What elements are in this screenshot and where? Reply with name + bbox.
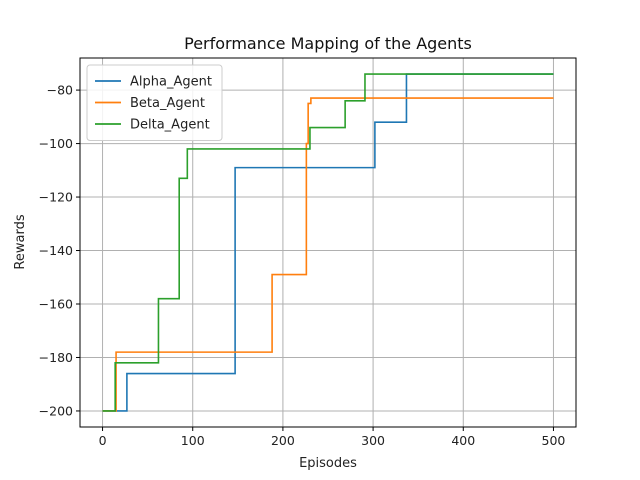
x-tick-label: 100 <box>181 433 205 448</box>
y-tick-label: −200 <box>39 403 73 418</box>
plot-frame <box>79 57 577 428</box>
y-axis-label: Rewards <box>13 214 28 269</box>
x-tick-label: 500 <box>542 433 566 448</box>
x-tick-label: 200 <box>271 433 295 448</box>
grid-lines <box>80 58 576 427</box>
legend: Alpha_Agent Beta_Agent Delta_Agent <box>86 64 223 141</box>
series-line-beta-agent <box>102 97 554 412</box>
series-line-delta-agent <box>102 73 554 412</box>
y-tick-label: −100 <box>39 136 73 151</box>
x-axis-label: Episodes <box>299 456 357 471</box>
y-tick-label: −120 <box>39 190 73 205</box>
series-lines <box>102 73 554 412</box>
legend-box <box>86 64 223 141</box>
legend-label: Delta_Agent <box>130 118 210 133</box>
y-tick-label: −140 <box>39 243 73 258</box>
x-tick-label: 400 <box>451 433 475 448</box>
y-tick-label: −180 <box>39 350 73 365</box>
x-tick-label: 0 <box>99 433 107 448</box>
axis-ticks: 0 100 200 300 400 500 −200 −180 −160 −140 −120 −100… <box>39 83 566 448</box>
y-tick-label: −160 <box>39 297 73 312</box>
chart-title: Performance Mapping of the Agents <box>184 34 472 53</box>
legend-label: Alpha_Agent <box>130 75 212 90</box>
legend-label: Beta_Agent <box>130 96 205 111</box>
x-tick-label: 300 <box>361 433 385 448</box>
y-tick-label: −80 <box>47 83 73 98</box>
